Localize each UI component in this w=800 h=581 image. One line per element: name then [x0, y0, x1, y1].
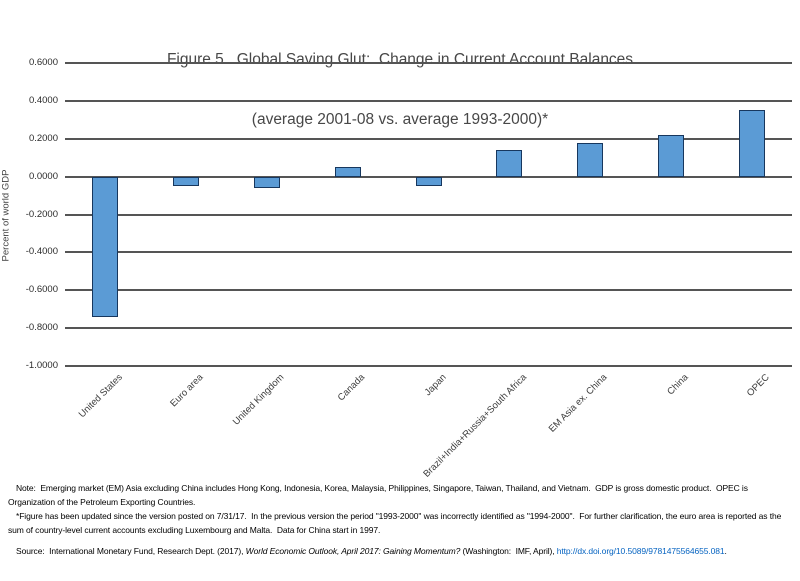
x-axis-label: Canada — [336, 372, 368, 404]
chart-subtitle: (average 2001-08 vs. average 1993-2000)* — [251, 111, 549, 128]
y-tick-label: 0.0000 — [28, 170, 58, 182]
x-axis-label: OPEC — [744, 372, 772, 399]
y-tick-label: -0.6000 — [25, 284, 58, 296]
source-publication: World Economic Outlook, April 2017: Gain… — [245, 546, 461, 556]
plot-area — [65, 62, 792, 367]
bar-euro-area — [173, 176, 200, 187]
gridline — [65, 137, 792, 140]
bar-china — [657, 134, 684, 177]
source-suffix: . — [724, 546, 727, 556]
y-tick-label: -0.2000 — [25, 208, 58, 220]
y-tick-label: -0.8000 — [25, 322, 58, 334]
footnote-update: *Figure has been updated since the versi… — [8, 511, 784, 535]
y-tick-label: -1.0000 — [25, 360, 58, 371]
gridline — [65, 365, 792, 367]
y-tick-label: -0.4000 — [25, 246, 58, 258]
x-axis-label: EM Asia ex. China — [547, 372, 610, 435]
bar-em-asia-ex-china — [577, 142, 604, 177]
gridline — [65, 251, 792, 254]
gridline — [65, 289, 792, 292]
gridline — [65, 327, 792, 330]
y-tick-label: 0.2000 — [28, 132, 58, 144]
source-link[interactable]: http://dx.doi.org/10.5089/9781475564655.… — [556, 546, 725, 556]
x-axis-label: China — [665, 372, 691, 398]
bar-united-states — [92, 176, 119, 317]
x-axis-label: Euro area — [168, 372, 206, 410]
gridline — [65, 62, 792, 64]
bar-united-kingdom — [253, 176, 280, 188]
bar-japan — [415, 176, 442, 187]
bar-opec — [738, 110, 765, 177]
gridline — [65, 99, 792, 102]
source-middle: (Washington: IMF, April), — [460, 546, 557, 556]
x-axis-label: United Kingdom — [231, 372, 287, 428]
x-axis-label: United States — [77, 372, 126, 421]
footnote-note: Note: Emerging market (EM) Asia excludin… — [8, 483, 751, 507]
x-axis-label: Japan — [422, 372, 449, 399]
y-tick-label: 0.6000 — [28, 57, 58, 68]
bar-brazil-india-russia-south-africa — [496, 150, 523, 177]
gridline — [65, 213, 792, 216]
bar-canada — [334, 167, 361, 177]
footnote-source: Source: International Monetary Fund, Res… — [8, 545, 792, 559]
source-prefix: Source: International Monetary Fund, Res… — [16, 546, 246, 556]
y-tick-label: 0.4000 — [28, 94, 58, 106]
